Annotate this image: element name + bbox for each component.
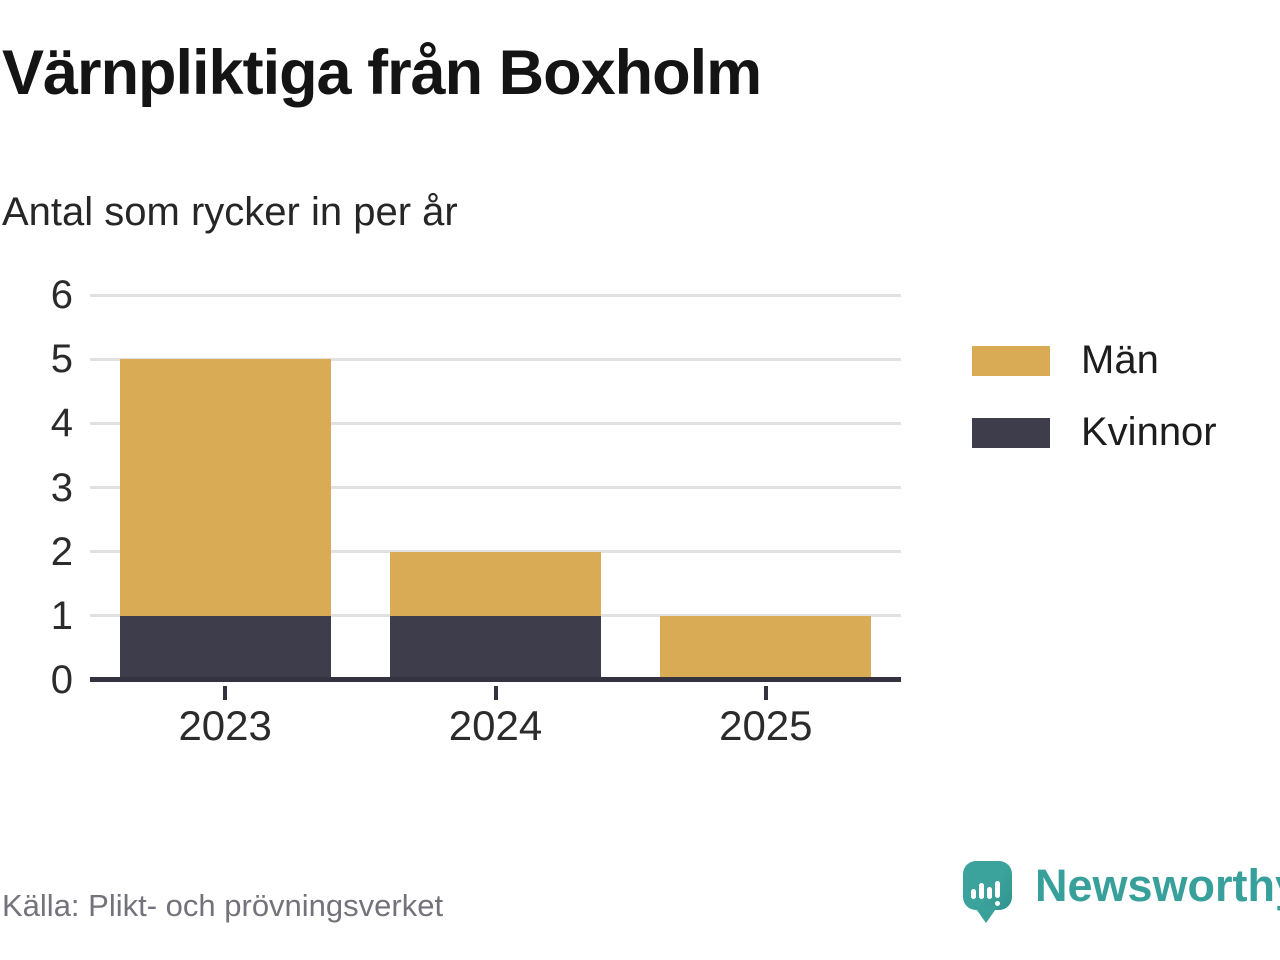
- legend: Män Kvinnor: [972, 338, 1217, 455]
- y-axis-tick-label: 4: [50, 401, 73, 446]
- newsworthy-brand: Newsworthy: [963, 860, 1280, 923]
- x-axis-tick-label: 2024: [448, 702, 543, 749]
- gridline-y6: [90, 293, 901, 297]
- bar-segment-män-2023: [119, 359, 331, 616]
- legend-swatch: [972, 417, 1050, 448]
- bar-segment-kvinnor-2023: [119, 615, 331, 680]
- x-axis-tick-label: 2025: [719, 702, 813, 749]
- bar-segment-män-2025: [660, 615, 872, 680]
- stacked-bar-2023: [119, 295, 331, 680]
- newsworthy-logo-icon: [963, 861, 1012, 923]
- bar-segment-män-2024: [390, 551, 601, 616]
- legend-item-män: Män: [972, 338, 1217, 383]
- bar-group-2024: [360, 295, 630, 680]
- brand-name: Newsworthy: [1035, 860, 1280, 911]
- stacked-bar-2025: [660, 295, 872, 680]
- x-axis-tick: [493, 686, 498, 700]
- gridline-y5: [90, 357, 901, 361]
- legend-swatch: [972, 345, 1050, 376]
- mini-bar-chart-icon: [971, 874, 1000, 906]
- gridline-y2: [90, 550, 901, 554]
- x-axis-line: [90, 677, 901, 682]
- bar-group-2023: [90, 295, 360, 680]
- legend-item-kvinnor: Kvinnor: [972, 410, 1217, 455]
- exclamation-icon: [995, 881, 1000, 906]
- y-axis-tick-label: 0: [50, 658, 73, 702]
- y-axis-tick-label: 5: [50, 337, 73, 382]
- y-axis-tick-label: 6: [50, 273, 73, 317]
- chart-title: Värnpliktiga från Boxholm: [2, 38, 762, 108]
- plot-area: 0 1 2 3 4 5 6 2023 2024 2025: [51, 275, 901, 749]
- legend-label: Män: [1081, 338, 1159, 382]
- speech-bubble-tail: [974, 906, 998, 923]
- legend-label: Kvinnor: [1081, 410, 1217, 454]
- gridline-y4: [90, 421, 901, 425]
- y-axis-tick-label: 1: [50, 593, 73, 638]
- x-axis-tick: [763, 686, 768, 700]
- x-axis-tick-label: 2023: [178, 702, 272, 749]
- bar-segment-kvinnor-2024: [390, 615, 601, 680]
- gridline-y3: [90, 486, 901, 489]
- bar-group-2025: [631, 295, 901, 680]
- chart-subtitle: Antal som rycker in per år: [2, 190, 458, 234]
- y-axis-tick-label: 3: [50, 465, 73, 510]
- source-note: Källa: Plikt- och prövningsverket: [2, 888, 444, 923]
- x-axis-tick: [223, 686, 228, 700]
- y-axis-tick-label: 2: [50, 529, 73, 574]
- stacked-bar-2024: [390, 295, 601, 680]
